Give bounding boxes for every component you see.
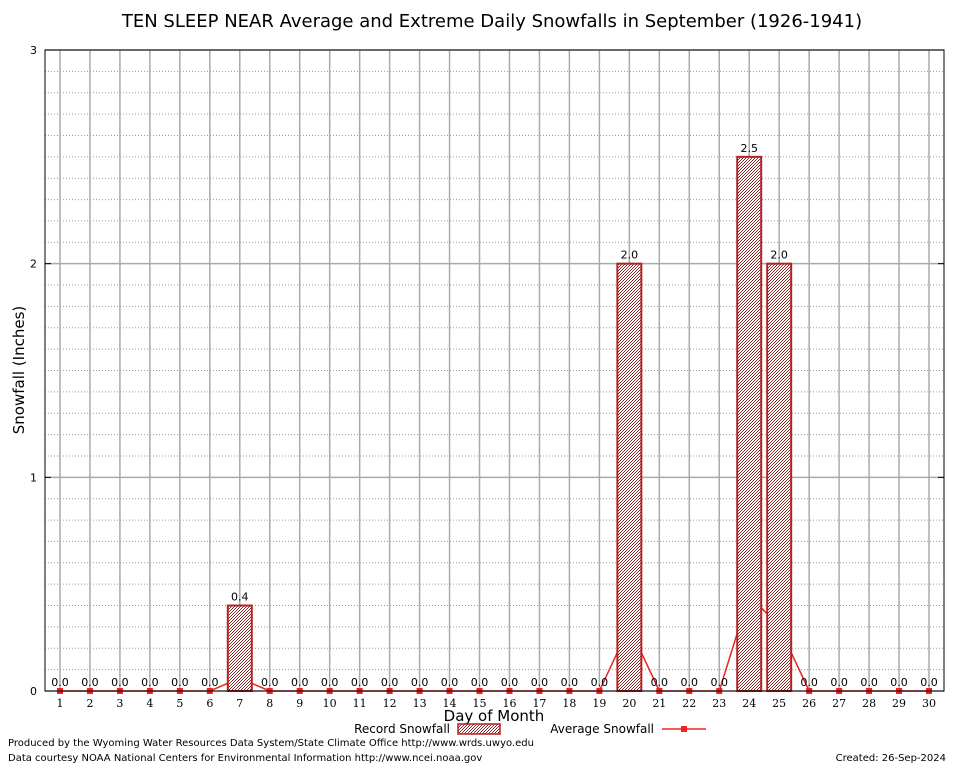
bar-value-label: 0.0: [531, 676, 549, 689]
bar-value-label: 2.0: [621, 249, 639, 262]
x-tick-label: 25: [772, 697, 786, 710]
x-tick-label: 28: [862, 697, 876, 710]
bar-value-label: 0.0: [171, 676, 189, 689]
bar-value-label: 0.0: [291, 676, 309, 689]
x-tick-label: 7: [236, 697, 243, 710]
y-axis-label: Snowfall (Inches): [10, 306, 28, 434]
x-tick-label: 11: [353, 697, 367, 710]
x-tick-label: 6: [206, 697, 213, 710]
plot-frame: [44, 49, 945, 692]
bar-value-label: 0.0: [890, 676, 908, 689]
bar-value-label: 0.0: [441, 676, 459, 689]
bar-value-label: 0.0: [501, 676, 519, 689]
bar-value-label: 0.0: [381, 676, 399, 689]
x-tick-label: 5: [176, 697, 183, 710]
bar-value-label: 0.0: [651, 676, 669, 689]
bar-value-label: 2.5: [740, 142, 758, 155]
legend-average-label: Average Snowfall: [550, 722, 654, 736]
record-bar: [226, 604, 253, 692]
x-tick-label: 30: [922, 697, 936, 710]
record-bar: [736, 155, 763, 693]
legend: Record Snowfall Average Snowfall: [354, 722, 706, 736]
chart-title: TEN SLEEP NEAR Average and Extreme Daily…: [121, 11, 862, 32]
bar-value-label: 0.0: [681, 676, 699, 689]
x-tick-label: 22: [682, 697, 696, 710]
bar-value-label: 0.0: [351, 676, 369, 689]
x-tick-label: 26: [802, 697, 816, 710]
x-tick-label: 23: [712, 697, 726, 710]
x-tick-label: 14: [443, 697, 457, 710]
y-tick-label: 2: [30, 258, 37, 271]
x-tick-label: 18: [562, 697, 576, 710]
bar-value-label: 0.0: [51, 676, 69, 689]
x-tick-label: 4: [146, 697, 153, 710]
bar-value-label: 2.0: [770, 249, 788, 262]
x-tick-label: 21: [652, 697, 666, 710]
x-tick-label: 24: [742, 697, 756, 710]
bar-value-label: 0.0: [711, 676, 729, 689]
x-tick-label: 15: [473, 697, 487, 710]
legend-average-marker: [681, 726, 687, 732]
bar-value-label: 0.0: [471, 676, 489, 689]
x-tick-label: 3: [116, 697, 123, 710]
x-tick-label: 17: [532, 697, 546, 710]
bar-value-label: 0.0: [411, 676, 429, 689]
bar-value-label: 0.0: [201, 676, 219, 689]
credit-created-date: Created: 26-Sep-2024: [835, 753, 946, 764]
bar-value-label: 0.0: [800, 676, 818, 689]
x-tick-label: 10: [323, 697, 337, 710]
bar-value-label: 0.0: [591, 676, 609, 689]
bar-value-label: 0.0: [830, 676, 848, 689]
x-tick-label: 8: [266, 697, 273, 710]
bar-value-label: 0.0: [860, 676, 878, 689]
credit-data-courtesy: Data courtesy NOAA National Centers for …: [8, 753, 483, 764]
y-tick-label: 1: [30, 471, 37, 484]
x-tick-label: 12: [383, 697, 397, 710]
legend-record-swatch: [457, 723, 501, 735]
y-tick-label: 3: [30, 44, 37, 57]
x-tick-label: 19: [592, 697, 606, 710]
bar-value-label: 0.4: [231, 591, 249, 604]
x-axis-label: Day of Month: [444, 707, 545, 725]
average-polyline: [59, 593, 930, 692]
bar-value-label: 0.0: [111, 676, 129, 689]
credit-produced-by: Produced by the Wyoming Water Resources …: [8, 738, 534, 749]
legend-record-label: Record Snowfall: [354, 722, 450, 736]
x-tick-label: 13: [413, 697, 427, 710]
bar-value-label: 0.0: [920, 676, 938, 689]
record-bars: [226, 155, 793, 693]
x-tick-label: 2: [86, 697, 93, 710]
x-tick-label: 29: [892, 697, 906, 710]
x-tick-label: 9: [296, 697, 303, 710]
bar-value-label: 0.0: [561, 676, 579, 689]
bar-value-label: 0.0: [81, 676, 99, 689]
record-bar: [766, 262, 793, 692]
x-tick-label: 1: [56, 697, 63, 710]
y-tick-label: 0: [30, 685, 37, 698]
grid: [45, 49, 944, 692]
bar-value-label: 0.0: [141, 676, 159, 689]
x-tick-label: 20: [622, 697, 636, 710]
bar-value-label: 0.0: [321, 676, 339, 689]
bar-labels: 0.0 0.0 0.0 0.0 0.0 0.0 0.4 0.0 0.0 0.0 0.0 0.0 0.0 0…: [51, 142, 938, 689]
record-bar: [616, 262, 643, 692]
x-tick-label: 27: [832, 697, 846, 710]
x-tick-label: 16: [502, 697, 516, 710]
bar-value-label: 0.0: [261, 676, 279, 689]
